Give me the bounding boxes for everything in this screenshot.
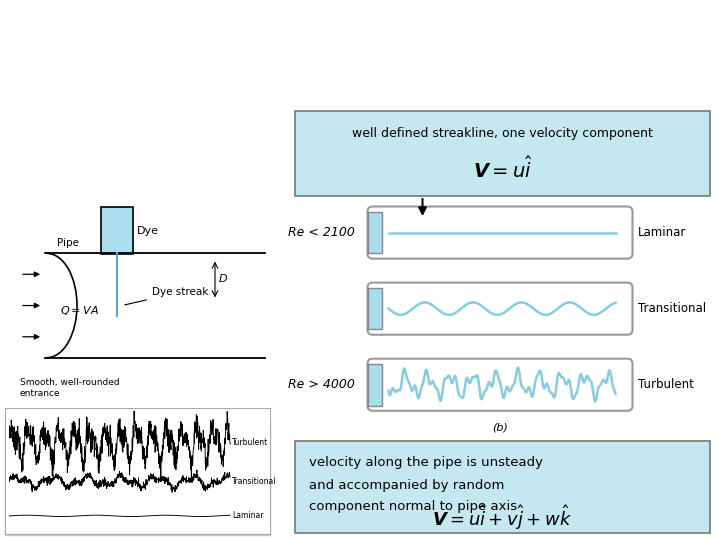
Text: and accompanied by random: and accompanied by random	[309, 478, 505, 491]
Text: well defined streakline, one velocity component: well defined streakline, one velocity co…	[352, 127, 653, 140]
Text: velocity along the pipe is unsteady: velocity along the pipe is unsteady	[309, 456, 543, 469]
Text: Transitional: Transitional	[637, 302, 706, 315]
Bar	[367, 212, 382, 253]
Text: $\boldsymbol{V} = u\hat{i} + v\hat{j} + w\hat{k}$: $\boldsymbol{V} = u\hat{i} + v\hat{j} + …	[433, 504, 572, 532]
Text: Pipe: Pipe	[57, 238, 79, 248]
Text: Turbulent: Turbulent	[637, 378, 693, 391]
Text: Laminar: Laminar	[637, 226, 686, 239]
Text: Smooth, well-rounded
entrance: Smooth, well-rounded entrance	[20, 379, 120, 398]
Bar	[101, 206, 133, 254]
Text: Laminar or Turbulent flow: Laminar or Turbulent flow	[129, 8, 591, 42]
Text: Laminar: Laminar	[233, 511, 264, 521]
FancyBboxPatch shape	[367, 282, 632, 335]
Text: Dye: Dye	[137, 226, 159, 235]
FancyBboxPatch shape	[295, 111, 710, 196]
Text: Re > 4000: Re > 4000	[287, 378, 354, 391]
FancyBboxPatch shape	[295, 441, 710, 532]
Text: component normal to pipe axis: component normal to pipe axis	[309, 501, 517, 514]
Bar	[367, 364, 382, 406]
Text: $\boldsymbol{V} = u\hat{i}$: $\boldsymbol{V} = u\hat{i}$	[472, 156, 532, 182]
Text: D: D	[219, 274, 228, 285]
Bar	[367, 288, 382, 329]
Text: Re < 2100: Re < 2100	[287, 226, 354, 239]
FancyBboxPatch shape	[367, 206, 632, 259]
Text: Dye streak: Dye streak	[125, 287, 208, 305]
Text: Turbulent: Turbulent	[233, 438, 269, 447]
Text: Transitional: Transitional	[233, 477, 277, 486]
Bar	[5, 420, 270, 535]
FancyBboxPatch shape	[367, 359, 632, 411]
Text: (b): (b)	[492, 422, 508, 432]
Text: $Q = VA$: $Q = VA$	[60, 304, 99, 317]
